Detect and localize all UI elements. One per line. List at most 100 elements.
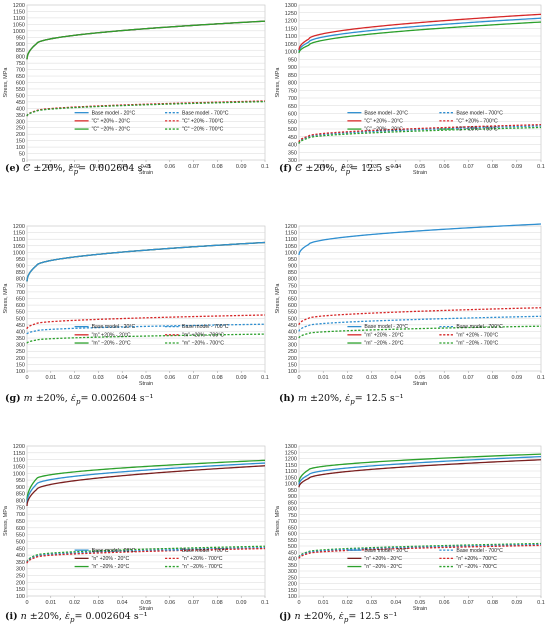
x-tick-label: 0.06 <box>439 164 450 170</box>
caption-rate: = 0.002604 s⁻¹ <box>78 163 152 174</box>
x-axis-label: Strain <box>139 381 153 387</box>
y-tick-label: 900 <box>288 264 297 270</box>
x-axis-label: Strain <box>413 606 427 612</box>
series-line-2 <box>26 20 266 60</box>
x-tick-label: 0.07 <box>463 164 474 170</box>
y-tick-label: 100 <box>288 369 297 375</box>
y-tick-label: 550 <box>288 538 297 544</box>
y-tick-label: 450 <box>288 550 297 556</box>
y-tick-label: 1000 <box>13 471 25 477</box>
x-tick-label: 0 <box>297 600 300 606</box>
y-tick-label: 350 <box>288 150 297 156</box>
y-tick-label: 450 <box>16 323 25 329</box>
series-line-2 <box>298 459 542 488</box>
y-tick-label: 750 <box>16 505 25 511</box>
legend-entry: "m" −20% - 700°C <box>182 341 224 347</box>
y-tick-label: 1100 <box>13 16 25 22</box>
y-tick-label: 1150 <box>13 9 25 15</box>
y-tick-label: 1200 <box>285 457 297 463</box>
x-tick-label: 0.07 <box>463 375 474 381</box>
y-axis-label: Stress, MPa <box>275 67 281 98</box>
y-tick-label: 1050 <box>13 464 25 470</box>
y-tick-label: 1000 <box>285 482 297 488</box>
legend-entry: "n" −20% - 700°C <box>456 564 497 570</box>
caption-symbol: n <box>20 611 27 622</box>
x-tick-label: 0.08 <box>487 600 498 606</box>
legend-entry: "C" −20% - 20°C <box>92 127 131 133</box>
y-axis-label: Stress, MPa <box>3 283 9 314</box>
series-line-5 <box>26 100 266 117</box>
x-tick-label: 0.03 <box>93 164 104 170</box>
x-tick-label: 0 <box>25 600 28 606</box>
y-tick-label: 250 <box>16 349 25 355</box>
caption-rate-sub: p <box>70 615 75 624</box>
x-tick-label: 0.08 <box>487 164 498 170</box>
chart-panel-g: 1001502002503003504004505005506006507007… <box>3 224 269 387</box>
x-tick-label: 0.1 <box>537 164 545 170</box>
caption-symbol: m <box>297 393 307 404</box>
x-tick-label: 0.01 <box>45 164 56 170</box>
series-line-2 <box>26 241 266 282</box>
y-tick-label: 1000 <box>13 250 25 256</box>
series-line-5 <box>298 126 542 144</box>
y-tick-label: 1150 <box>285 463 297 469</box>
y-tick-label: 500 <box>288 127 297 133</box>
x-tick-label: 0.1 <box>261 375 269 381</box>
series-line-2 <box>298 21 542 54</box>
x-tick-label: 0 <box>25 375 28 381</box>
y-tick-label: 1150 <box>285 26 297 32</box>
y-tick-label: 350 <box>16 560 25 566</box>
y-tick-label: 1050 <box>285 42 297 48</box>
series-line-2 <box>26 465 266 507</box>
series-line-0 <box>298 17 542 52</box>
series-line-1 <box>26 462 266 504</box>
y-tick-label: 800 <box>16 277 25 283</box>
y-tick-label: 250 <box>288 575 297 581</box>
caption-pm: ±20%, <box>303 611 336 622</box>
legend-entry: "n" −20% - 20°C <box>364 564 402 570</box>
x-tick-label: 0.04 <box>390 164 401 170</box>
caption-symbol: n <box>294 611 301 622</box>
y-tick-label: 800 <box>288 81 297 87</box>
x-axis-label: Strain <box>139 170 153 176</box>
x-tick-label: 0.01 <box>318 375 329 381</box>
caption-rate-sub: p <box>73 167 79 176</box>
caption-pm: ±20%, <box>309 393 343 404</box>
legend-entry: Base model - 20°C <box>364 110 408 116</box>
y-tick-label: 150 <box>16 139 25 145</box>
y-axis-label: Stress, MPa <box>275 283 281 314</box>
panel-caption-h: (h) m ±20%, ε̇p= 12.5 s⁻¹ <box>279 393 404 406</box>
caption-rate-symbol: ε̇ <box>338 611 344 622</box>
caption-rate: = 12.5 s⁻¹ <box>350 163 400 174</box>
caption-letter: (j) <box>279 611 292 622</box>
y-tick-label: 650 <box>288 104 297 110</box>
series-line-3 <box>298 125 542 144</box>
y-tick-label: 300 <box>288 343 297 349</box>
y-tick-label: 1100 <box>13 237 25 243</box>
y-tick-label: 1200 <box>285 224 297 230</box>
caption-pm: ±20%, <box>35 393 68 404</box>
y-tick-label: 300 <box>16 343 25 349</box>
y-axis-label: Stress, MPa <box>275 505 281 536</box>
x-tick-label: 0.05 <box>415 375 426 381</box>
y-tick-label: 500 <box>16 93 25 99</box>
y-tick-label: 1150 <box>285 231 297 237</box>
y-tick-label: 700 <box>288 519 297 525</box>
caption-rate-sub: p <box>343 615 349 624</box>
y-tick-label: 300 <box>16 119 25 125</box>
x-tick-label: 0.07 <box>463 600 474 606</box>
x-tick-label: 0.06 <box>164 375 175 381</box>
y-tick-label: 700 <box>16 512 25 518</box>
y-tick-label: 300 <box>16 567 25 573</box>
legend: Base model - 20°C Base model - 700°C "n" +… <box>347 548 503 570</box>
y-tick-label: 950 <box>288 57 297 63</box>
x-tick-label: 0.1 <box>261 600 269 606</box>
y-tick-label: 1050 <box>13 244 25 250</box>
y-tick-label: 550 <box>16 87 25 93</box>
series-line-5 <box>26 333 266 344</box>
chart-panel-j: 1001502002503003504004505005506006507007… <box>275 444 545 612</box>
y-tick-label: 500 <box>288 316 297 322</box>
y-tick-label: 1050 <box>13 22 25 28</box>
y-tick-label: 900 <box>288 65 297 71</box>
y-axis-label: Stress, MPa <box>3 67 9 98</box>
